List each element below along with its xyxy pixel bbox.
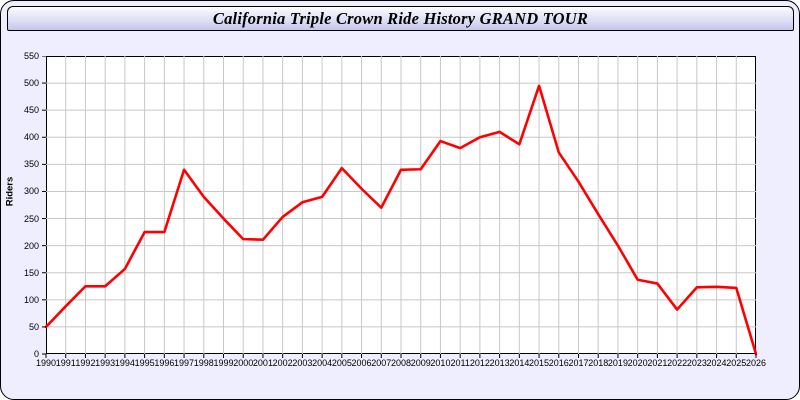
y-tick-label: 300 <box>23 186 39 197</box>
x-tick-label: 2014 <box>509 358 530 368</box>
x-tick-label: 2002 <box>272 358 293 368</box>
x-tick-label: 2023 <box>686 358 707 368</box>
x-tick-label: 2022 <box>667 358 688 368</box>
x-tick-label: 2003 <box>292 358 313 368</box>
axis-ticks <box>42 56 757 358</box>
y-tick-label: 250 <box>23 213 39 224</box>
y-tick-label: 350 <box>23 159 39 170</box>
x-tick-label: 2016 <box>548 358 569 368</box>
y-tick-label: 400 <box>23 132 39 143</box>
x-tick-label: 1991 <box>55 358 76 368</box>
grid-lines <box>46 56 756 354</box>
y-axis-tick-labels: 0 50 100 150 200 250 300 350 400 450 500 550 <box>1 51 39 359</box>
x-tick-label: 2012 <box>469 358 490 368</box>
x-tick-label: 1997 <box>174 358 195 368</box>
y-tick-label: 200 <box>23 240 39 251</box>
x-tick-label: 2021 <box>647 358 668 368</box>
x-tick-label: 2009 <box>410 358 431 368</box>
line-chart-canvas <box>42 56 757 358</box>
data-series-line <box>44 84 757 356</box>
x-tick-label: 2005 <box>331 358 352 368</box>
x-tick-label: 2000 <box>233 358 254 368</box>
x-tick-label: 1994 <box>114 358 135 368</box>
x-tick-label: 2010 <box>430 358 451 368</box>
x-axis-tick-labels: 1990 1991 1992 1993 1994 1995 1996 1997 1998 1999… <box>36 358 766 374</box>
x-tick-label: 1993 <box>95 358 116 368</box>
x-tick-label: 1992 <box>75 358 96 368</box>
x-tick-label: 1995 <box>134 358 155 368</box>
x-tick-label: 2017 <box>568 358 589 368</box>
chart-title-bar: California Triple Crown Ride History GRA… <box>7 6 794 31</box>
y-tick-label: 150 <box>23 267 39 278</box>
x-tick-label: 1999 <box>213 358 234 368</box>
x-tick-label: 2025 <box>726 358 747 368</box>
x-tick-label: 2001 <box>252 358 273 368</box>
x-tick-label: 2015 <box>529 358 550 368</box>
x-tick-label: 2026 <box>745 358 767 368</box>
y-tick-label: 50 <box>28 321 39 332</box>
x-tick-label: 2006 <box>351 358 372 368</box>
x-tick-label: 1990 <box>35 358 57 368</box>
x-tick-label: 1996 <box>154 358 175 368</box>
plot-area <box>42 56 757 358</box>
y-tick-label: 450 <box>23 105 39 116</box>
y-tick-label: 0 <box>33 349 39 359</box>
y-tick-label: 100 <box>23 294 39 305</box>
x-tick-label: 2019 <box>607 358 628 368</box>
x-tick-label: 2024 <box>706 358 727 368</box>
x-tick-label: 2011 <box>450 358 470 368</box>
y-tick-label: 500 <box>23 78 39 89</box>
y-tick-label: 550 <box>23 51 39 61</box>
x-tick-label: 2007 <box>371 358 392 368</box>
x-tick-label: 2020 <box>627 358 648 368</box>
page-title: California Triple Crown Ride History GRA… <box>212 8 589 28</box>
x-tick-label: 2018 <box>588 358 609 368</box>
x-tick-label: 2004 <box>312 358 333 368</box>
x-tick-label: 2008 <box>390 358 412 368</box>
x-tick-label: 2013 <box>489 358 510 368</box>
x-tick-label: 1998 <box>193 358 214 368</box>
